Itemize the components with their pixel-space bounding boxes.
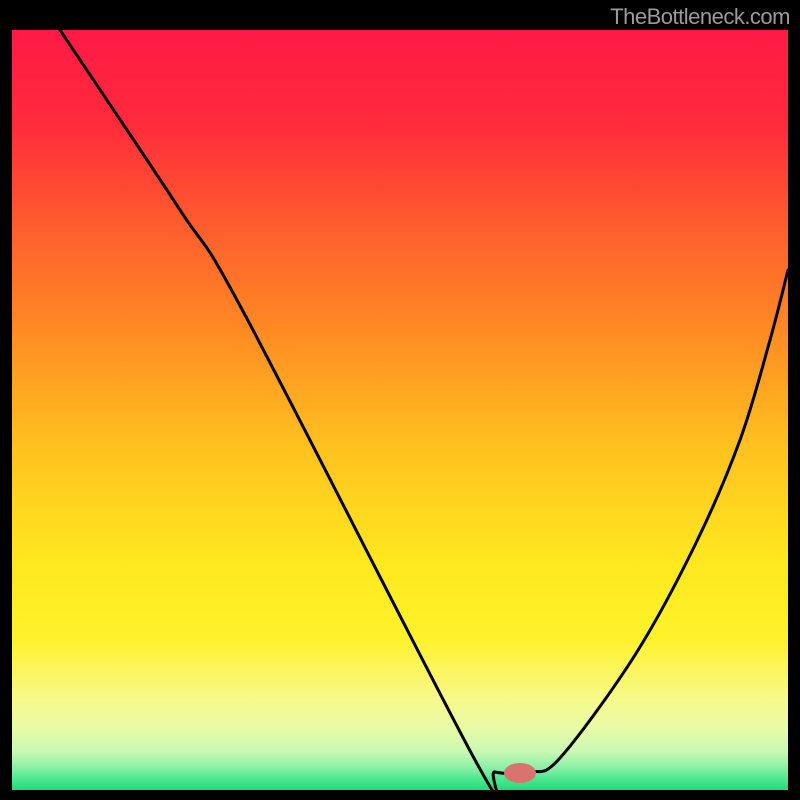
bottleneck-chart (0, 0, 800, 800)
optimum-marker (504, 763, 536, 783)
chart-background-gradient (12, 30, 788, 790)
chart-area (0, 0, 800, 800)
chart-container: TheBottleneck.com (0, 0, 800, 800)
attribution-text: TheBottleneck.com (610, 4, 790, 30)
